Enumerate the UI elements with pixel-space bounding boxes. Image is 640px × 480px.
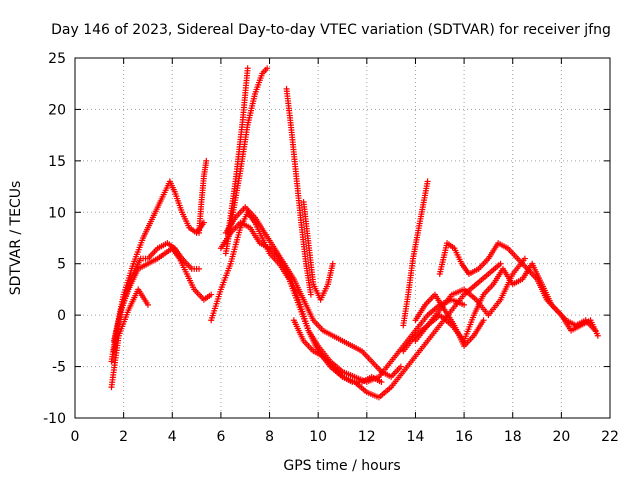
series-track-n bbox=[436, 240, 599, 334]
grid bbox=[75, 58, 610, 418]
data-point bbox=[461, 301, 468, 308]
x-tick-label: 12 bbox=[358, 429, 376, 445]
series-track-j bbox=[196, 157, 210, 236]
y-tick-label: -10 bbox=[43, 411, 66, 427]
data-point bbox=[196, 265, 203, 272]
series-track-d bbox=[108, 286, 151, 391]
chart-title: Day 146 of 2023, Sidereal Day-to-day VTE… bbox=[51, 22, 611, 38]
series-track-a bbox=[108, 178, 207, 365]
axis-ticks: 0 2 4 6 8 10 12 14 16 18 20 22 -10 -5 0 5 10 15 20 25 bbox=[43, 51, 619, 445]
x-tick-label: 10 bbox=[309, 429, 327, 445]
series-track-k bbox=[283, 85, 314, 298]
y-axis-label: SDTVAR / TECUs bbox=[8, 181, 24, 296]
data-point bbox=[378, 379, 385, 385]
y-tick-label: 10 bbox=[48, 205, 66, 221]
data-marks bbox=[108, 65, 601, 401]
x-tick-label: 20 bbox=[552, 429, 570, 445]
series-track-l bbox=[300, 199, 336, 303]
x-tick-label: 8 bbox=[265, 429, 274, 445]
x-axis-label: GPS time / hours bbox=[283, 458, 400, 474]
series-track-r bbox=[290, 317, 385, 385]
data-point bbox=[424, 178, 431, 185]
series-track-m bbox=[400, 178, 431, 329]
x-tick-label: 4 bbox=[168, 429, 177, 445]
y-tick-label: -5 bbox=[52, 360, 66, 376]
data-point bbox=[594, 332, 601, 339]
y-tick-label: 25 bbox=[48, 51, 66, 67]
data-point bbox=[203, 157, 210, 164]
y-tick-label: 5 bbox=[57, 257, 66, 273]
x-tick-label: 16 bbox=[455, 429, 473, 445]
data-point bbox=[329, 260, 336, 267]
data-point bbox=[200, 219, 207, 226]
data-point bbox=[264, 65, 271, 72]
y-tick-label: 15 bbox=[48, 154, 66, 170]
data-point bbox=[208, 291, 215, 298]
x-tick-label: 22 bbox=[601, 429, 619, 445]
series-track-f bbox=[217, 219, 504, 401]
series-track-h bbox=[222, 65, 271, 257]
data-point bbox=[521, 255, 528, 262]
x-tick-label: 14 bbox=[407, 429, 425, 445]
series-track-e bbox=[208, 209, 468, 385]
data-point bbox=[397, 363, 404, 370]
y-tick-label: 20 bbox=[48, 102, 66, 118]
x-tick-label: 2 bbox=[119, 429, 128, 445]
series-track-b bbox=[110, 240, 203, 355]
data-point bbox=[307, 291, 314, 298]
y-tick-label: 0 bbox=[57, 308, 66, 324]
data-point bbox=[144, 301, 151, 308]
series-track-q bbox=[412, 291, 487, 349]
x-tick-label: 0 bbox=[71, 429, 80, 445]
x-tick-label: 18 bbox=[504, 429, 522, 445]
data-point bbox=[480, 317, 487, 324]
series-track-c bbox=[110, 245, 215, 344]
plot-frame bbox=[74, 57, 611, 419]
series-track-g bbox=[222, 204, 404, 380]
data-point bbox=[497, 260, 504, 267]
series-track-i bbox=[225, 65, 251, 236]
x-tick-label: 6 bbox=[216, 429, 225, 445]
data-point bbox=[244, 65, 251, 72]
